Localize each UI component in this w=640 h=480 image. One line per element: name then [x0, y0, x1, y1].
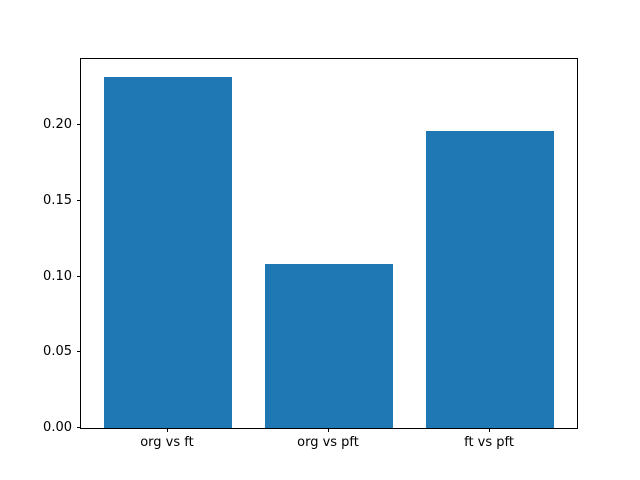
x-tick-label: ft vs pft [464, 435, 514, 450]
axes [80, 58, 578, 429]
y-tick-label: 0.15 [43, 192, 72, 208]
x-tick-mark [489, 428, 491, 432]
y-tick-label: 0.05 [43, 344, 72, 360]
x-tick-label: org vs pft [297, 435, 359, 450]
y-tick-mark [77, 199, 81, 201]
x-tick-mark [166, 428, 168, 432]
bar [425, 131, 555, 428]
y-tick-label: 0.10 [43, 268, 72, 284]
x-tick-mark [328, 428, 329, 432]
y-tick-mark [77, 275, 81, 277]
bar [103, 76, 233, 428]
y-tick-label: 0.00 [43, 420, 72, 435]
y-tick-mark [77, 351, 81, 353]
y-tick-mark [77, 427, 81, 428]
x-tick-label: org vs ft [140, 435, 194, 450]
bar [264, 264, 394, 428]
y-tick-mark [77, 124, 81, 126]
y-tick-label: 0.20 [43, 117, 72, 133]
